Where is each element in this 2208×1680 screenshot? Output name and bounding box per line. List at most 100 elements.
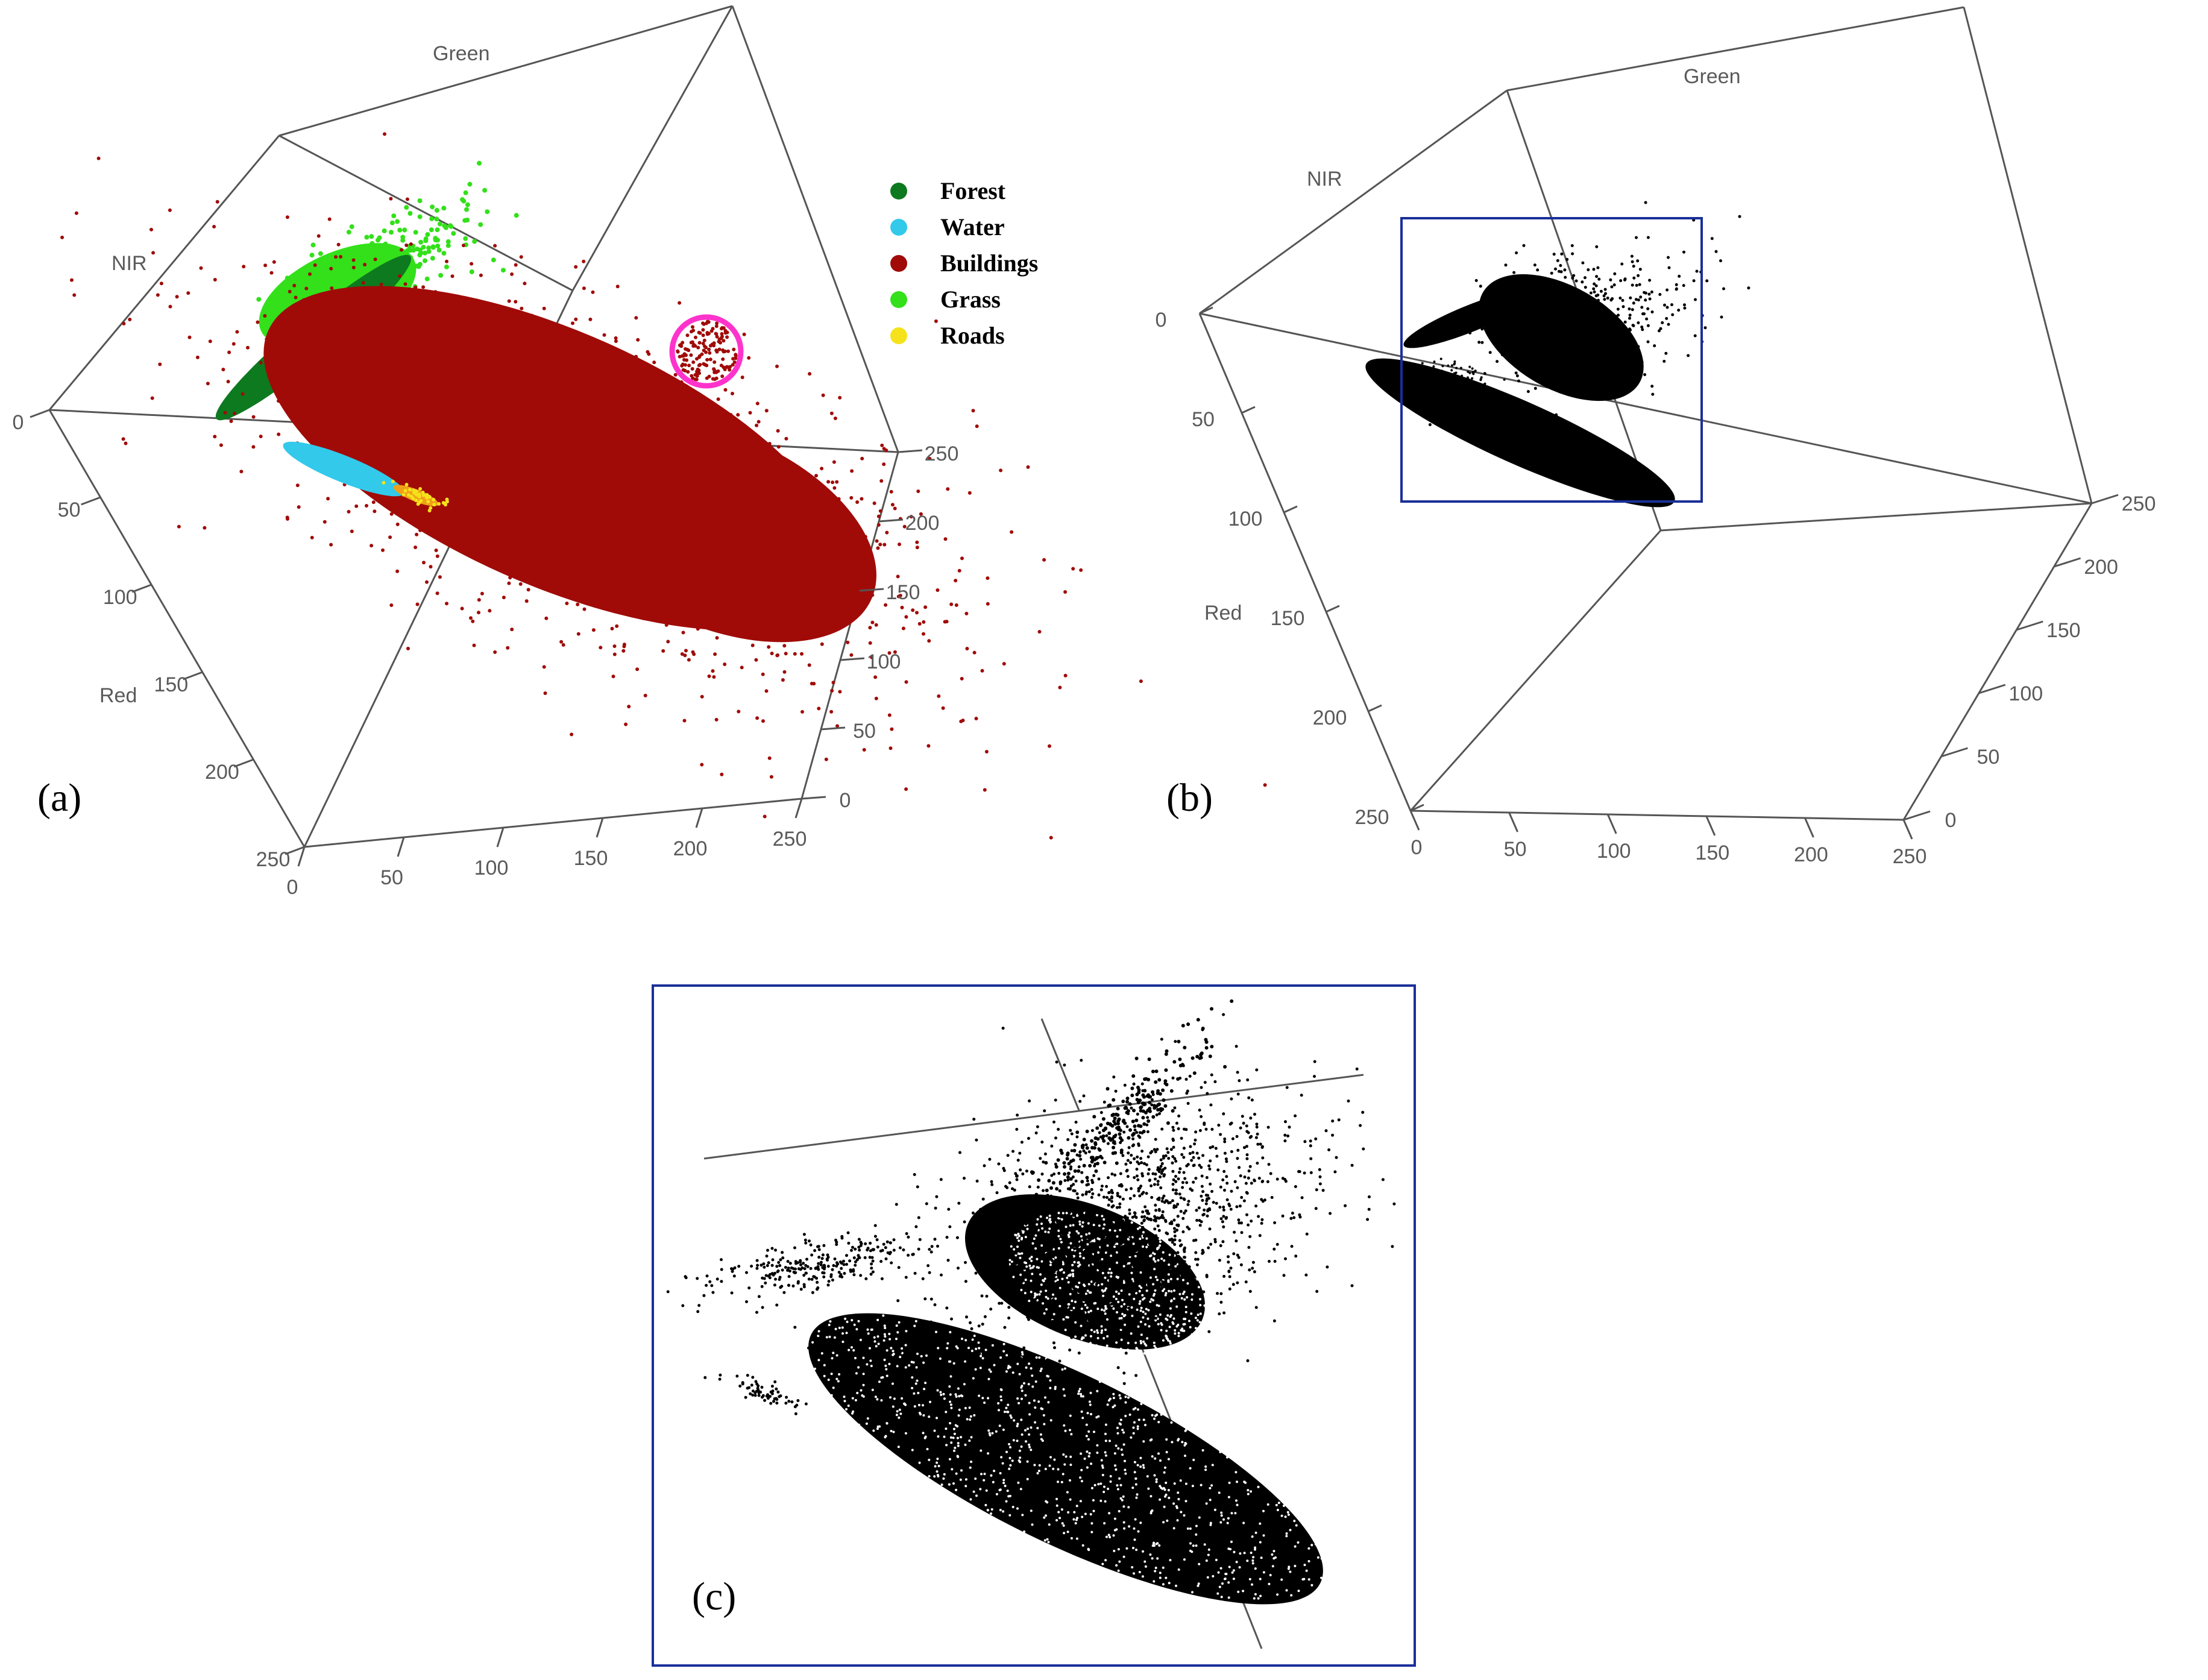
building-point <box>440 513 444 517</box>
point <box>1013 1227 1017 1231</box>
point-gap <box>1060 1268 1063 1271</box>
building-point <box>609 483 614 487</box>
building-point <box>597 515 602 520</box>
point-gap <box>1089 1391 1092 1394</box>
building-point <box>432 416 436 420</box>
building-point <box>433 290 438 294</box>
grass-point <box>426 249 432 254</box>
point <box>1286 1134 1290 1137</box>
building-point <box>583 359 587 363</box>
point-gap <box>1168 1289 1171 1292</box>
building-point <box>541 441 546 445</box>
building-point <box>634 316 638 320</box>
building-point <box>664 571 668 576</box>
point-gap <box>1197 1286 1200 1289</box>
point-gap <box>1259 1541 1262 1544</box>
building-point <box>680 652 684 656</box>
building-point <box>454 342 459 347</box>
building-point <box>749 518 753 522</box>
point-gap <box>1150 1495 1153 1498</box>
building-point <box>702 362 706 366</box>
building-point <box>591 435 595 439</box>
point-gap <box>1184 1455 1186 1457</box>
building-point <box>833 417 837 420</box>
point <box>1225 1198 1229 1201</box>
point-gap <box>961 1338 963 1340</box>
point-gap <box>1133 1297 1136 1300</box>
point-gap <box>1197 1327 1200 1330</box>
point-gap <box>998 1489 1001 1491</box>
point-gap <box>1104 1500 1107 1503</box>
building-point <box>480 591 484 596</box>
point-gap <box>993 1470 996 1473</box>
point <box>1222 1311 1226 1315</box>
point <box>1046 1197 1049 1200</box>
point <box>1179 1196 1183 1200</box>
building-point <box>893 650 897 654</box>
building-point <box>625 533 629 537</box>
point-gap <box>1028 1446 1031 1449</box>
point-gap <box>1175 1584 1177 1587</box>
building-point <box>703 579 707 584</box>
panel-b-green-tick-label: 0 <box>1411 836 1423 859</box>
point-gap <box>1089 1309 1092 1312</box>
building-point <box>533 420 537 424</box>
point-gap <box>876 1335 879 1338</box>
point-gap <box>1113 1229 1116 1232</box>
panel-b-red-tick-mark <box>1241 406 1256 414</box>
point-gap <box>1072 1224 1075 1227</box>
grass-point <box>418 250 424 256</box>
point <box>1313 1060 1316 1063</box>
building-point <box>641 456 645 460</box>
building-point <box>621 499 625 502</box>
point <box>1227 1255 1230 1259</box>
point <box>964 1280 967 1283</box>
point-gap <box>975 1494 978 1497</box>
building-point <box>727 436 731 440</box>
building-point <box>459 511 463 515</box>
building-point <box>620 414 624 418</box>
point-gap <box>841 1326 844 1329</box>
building-point <box>656 461 661 465</box>
point-gap <box>1069 1292 1072 1295</box>
point-gap <box>1016 1424 1019 1427</box>
point <box>1097 1193 1101 1197</box>
point-gap <box>827 1379 830 1381</box>
point <box>1595 275 1599 278</box>
point <box>1050 1207 1054 1211</box>
point <box>1565 317 1569 320</box>
building-point <box>480 409 484 413</box>
building-point <box>438 457 442 461</box>
grass-point <box>356 260 360 266</box>
grass-point <box>435 238 440 243</box>
point-gap <box>1005 1500 1008 1503</box>
point-gap <box>901 1347 904 1350</box>
point <box>1559 264 1562 267</box>
point-gap <box>1204 1345 1207 1348</box>
building-point <box>739 600 743 605</box>
building-point <box>514 542 518 546</box>
point <box>998 1301 1001 1305</box>
point-gap <box>851 1346 853 1349</box>
point-gap <box>1131 1278 1134 1280</box>
point-gap <box>1133 1421 1136 1424</box>
point-gap <box>1055 1504 1058 1507</box>
building-point <box>753 486 757 490</box>
point <box>1032 1309 1036 1312</box>
building-point <box>488 359 492 363</box>
grass-point <box>514 213 519 218</box>
point <box>1584 315 1588 318</box>
building-point <box>461 339 465 344</box>
point <box>1173 1230 1177 1233</box>
building-point <box>443 388 447 392</box>
point-gap <box>1053 1458 1056 1461</box>
point-gap <box>1280 1578 1283 1581</box>
point-gap <box>1277 1502 1280 1505</box>
point-gap <box>1162 1289 1165 1292</box>
point-gap <box>1276 1593 1279 1596</box>
point <box>1081 1311 1085 1315</box>
building-point <box>761 672 765 676</box>
point <box>1321 1189 1325 1192</box>
roads-point <box>421 490 425 494</box>
